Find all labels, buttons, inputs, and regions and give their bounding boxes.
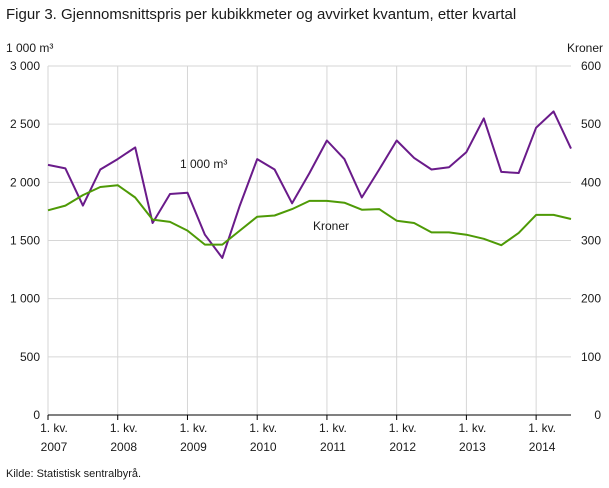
series-lines: [47, 110, 572, 259]
x-tick-year: 2011: [320, 440, 346, 454]
y-tick-left: 1 000: [10, 292, 40, 306]
y-tick-left: 500: [20, 350, 40, 364]
y-tick-right: 500: [581, 117, 601, 131]
x-tick-year: 2009: [180, 440, 207, 454]
y-tick-right: 100: [581, 350, 601, 364]
x-tick-year: 2014: [529, 440, 556, 454]
y-axis-right-title: Kroner: [567, 41, 603, 55]
grid-lines: [47, 65, 571, 415]
x-tick-label: 1. kv.: [110, 421, 138, 435]
y-tick-left: 3 000: [10, 59, 40, 73]
x-tick-year: 2007: [41, 440, 68, 454]
y-tick-left: 0: [33, 408, 40, 422]
x-tick-year: 2010: [250, 440, 277, 454]
y-tick-right: 600: [581, 59, 601, 73]
y-tick-right: 300: [581, 234, 601, 248]
series-label-kroner: Kroner: [313, 219, 349, 233]
x-tick-label: 1. kv.: [249, 421, 277, 435]
x-tick-label: 1. kv.: [389, 421, 417, 435]
series-line-1: [47, 184, 572, 247]
chart-title: Figur 3. Gjennomsnittspris per kubikkmet…: [6, 6, 517, 23]
axes: 0 0 500 100 1 000 200 1 500 300 2 000 400 2 500 500…: [10, 59, 601, 454]
x-tick-label: 1. kv.: [319, 421, 347, 435]
y-axis-left-title: 1 000 m³: [6, 41, 53, 55]
x-tick-label: 1. kv.: [40, 421, 68, 435]
series-label-volume: 1 000 m³: [180, 157, 227, 171]
y-tick-right: 0: [594, 408, 601, 422]
y-tick-left: 1 500: [10, 234, 40, 248]
y-tick-left: 2 000: [10, 175, 40, 189]
y-tick-left: 2 500: [10, 117, 40, 131]
x-tick-label: 1. kv.: [459, 421, 487, 435]
x-tick-year: 2013: [459, 440, 486, 454]
x-tick-year: 2012: [389, 440, 416, 454]
x-tick-label: 1. kv.: [180, 421, 208, 435]
source-note: Kilde: Statistisk sentralbyrå.: [6, 468, 142, 480]
x-tick-year: 2008: [110, 440, 137, 454]
y-tick-right: 400: [581, 175, 601, 189]
x-tick-label: 1. kv.: [528, 421, 556, 435]
series-line-0: [47, 110, 572, 259]
y-tick-right: 200: [581, 292, 601, 306]
